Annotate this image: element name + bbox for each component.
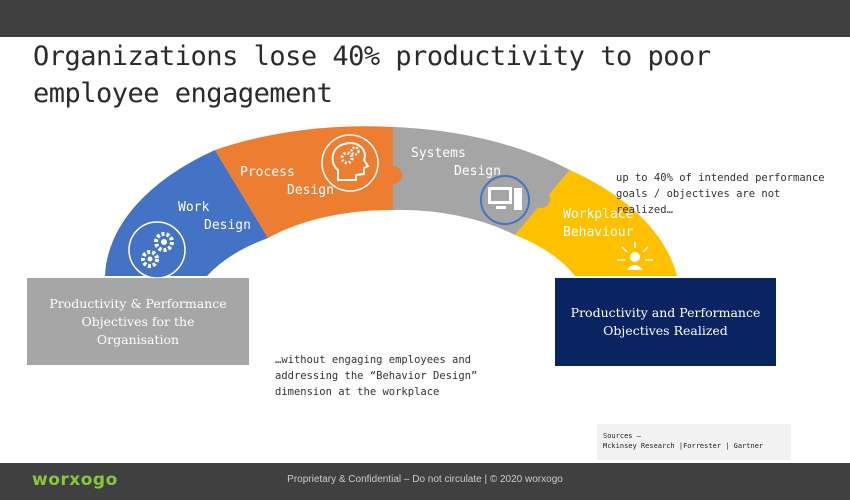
worxogo-logo: worxogo [32, 470, 118, 490]
box-line: Objectives for the [81, 313, 195, 329]
segment-label-line: Design [287, 183, 334, 198]
segment-label-line: Design [204, 218, 251, 233]
computer-icon [480, 175, 530, 225]
segment-label-line: Workplace [563, 207, 634, 222]
segment-label-systems-design: Systems Design [411, 145, 501, 181]
box-line: Organisation [96, 331, 180, 347]
segment-label-workplace-behaviour: Workplace Behaviour [563, 206, 633, 242]
puzzle-knob-1 [224, 196, 242, 214]
note-line: addressing the “Behavior Design” [275, 370, 478, 382]
slide-title: Organizations lose 40% productivity to p… [33, 41, 711, 109]
arc-segment-workplace-behaviour [515, 170, 677, 276]
sources-text: Mckinsey Research |Forrester | Gartner [603, 442, 764, 450]
sources-box: Sources – Mckinsey Research |Forrester |… [597, 424, 791, 460]
note-line: up to 40% of intended performance [616, 172, 825, 184]
box-line: Objectives Realized [603, 323, 728, 338]
segment-label-line: Design [454, 164, 501, 179]
objectives-realized-box: Productivity and Performance Objectives … [555, 278, 776, 366]
person-focus-icon [617, 242, 653, 270]
box-line: Productivity and Performance [570, 305, 761, 320]
box-line: Productivity & Performance [49, 295, 227, 311]
sources-label: Sources – [603, 432, 641, 440]
puzzle-knob-2 [384, 166, 402, 184]
footer-text: Proprietary & Confidential – Do not circ… [287, 474, 563, 485]
behavior-design-note: …without engaging employees and addressi… [275, 352, 505, 400]
note-line: dimension at the workplace [275, 386, 440, 398]
segment-label-line: Work [178, 200, 210, 215]
segment-label-line: Behaviour [563, 225, 634, 240]
segment-label-line: Systems [411, 146, 466, 161]
note-line: goals / objectives are not [616, 188, 781, 200]
footer-bar: worxogo Proprietary & Confidential – Do … [0, 463, 850, 500]
note-line: …without engaging employees and [275, 354, 471, 366]
puzzle-knob-3 [532, 190, 550, 208]
top-bar [0, 0, 850, 37]
gears-icon [128, 221, 186, 279]
head-gears-icon [321, 134, 379, 192]
segment-label-process-design: Process Design [240, 164, 334, 200]
note-line: realized… [616, 204, 673, 216]
performance-loss-note: up to 40% of intended performance goals … [616, 170, 841, 218]
segment-label-line: Process [240, 165, 295, 180]
segment-label-work-design: Work Design [178, 199, 251, 235]
organisation-objectives-box: Productivity & Performance Objectives fo… [27, 278, 249, 365]
